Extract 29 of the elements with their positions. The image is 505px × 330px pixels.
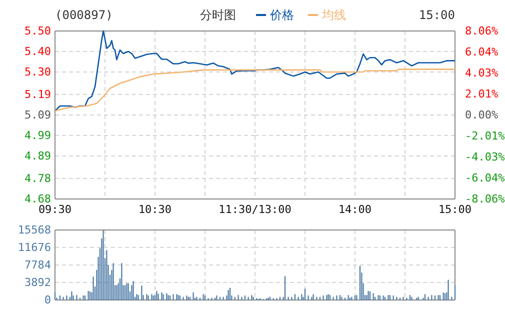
chart-title: (000897) [55,8,113,22]
y-tick-label: 11676 [18,241,51,254]
y-tick-label: 5.30 [24,65,51,78]
chart-subtitle: 分时图 [200,8,236,22]
y-tick-label: 5.09 [24,108,51,122]
y-tick-label: 5.50 [24,24,51,38]
y-tick-label: 5.40 [24,45,51,58]
text: 8.06% [465,24,498,38]
y-tick-label: 15568 [18,224,51,237]
x-tick-label: 10:30 [138,202,172,216]
text: -4.03% [465,150,505,164]
text: 6.04% [465,46,498,59]
text: 4.03% [465,66,498,80]
y-tick-label: 7784 [24,258,52,272]
y-tick-label: 4.89 [24,149,51,162]
legend-label: 价格 [269,8,294,22]
text: -6.04% [465,171,505,184]
legend-label: 均线 [321,8,346,22]
y-tick-label: 3892 [24,276,51,290]
y-tick-label: 4.99 [24,129,51,142]
text: -2.01% [465,129,505,142]
x-tick-label: 14:00 [338,202,372,216]
text: 2.01% [465,88,498,101]
text: 0.00% [465,108,498,122]
text: 15:00 [418,8,455,22]
y-tick-label: 5.19 [24,88,51,102]
y-tick-label: 4.78 [24,172,51,186]
y-tick-label: 0 [44,294,51,307]
x-tick-label: 11:30/13:00 [218,202,292,216]
